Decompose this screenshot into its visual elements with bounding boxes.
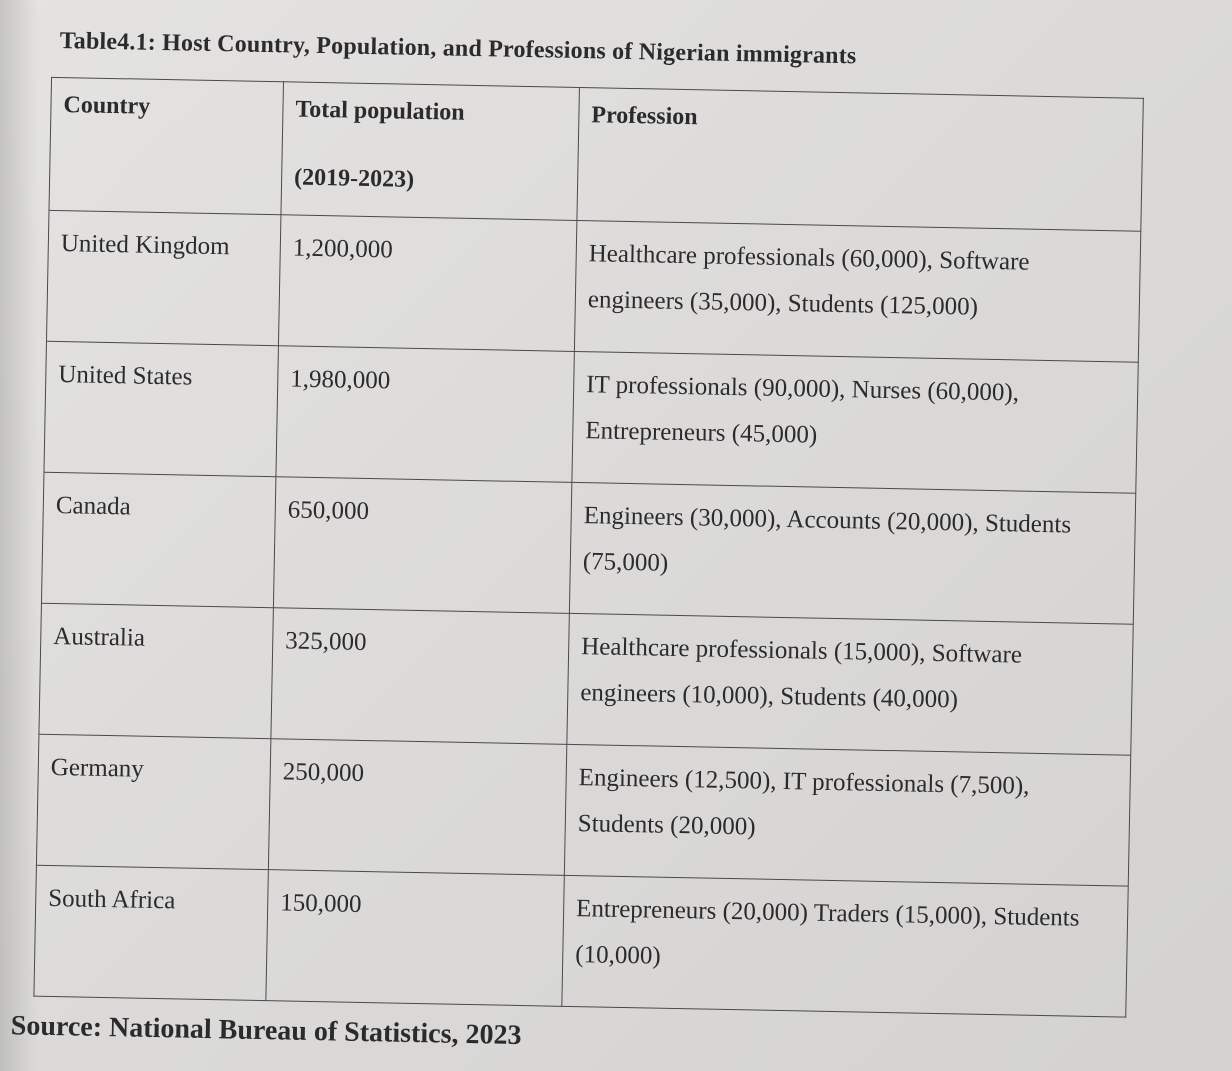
table-row: United Kingdom 1,200,000 Healthcare prof… — [46, 210, 1141, 363]
profession-cell: Engineers (30,000), Accounts (20,000), S… — [569, 482, 1136, 625]
header-country: Country — [48, 77, 284, 215]
country-cell: Germany — [36, 734, 271, 870]
country-cell: Australia — [38, 603, 274, 739]
table-row: Germany 250,000 Engineers (12,500), IT p… — [36, 734, 1131, 887]
population-cell: 150,000 — [265, 869, 565, 1007]
document-content: Table4.1: Host Country, Population, and … — [11, 28, 1200, 1065]
table-caption: Table4.1: Host Country, Population, and … — [59, 28, 857, 70]
table-row: Australia 325,000 Healthcare professiona… — [38, 603, 1134, 756]
table-row: United States 1,980,000 IT professionals… — [43, 341, 1139, 494]
profession-cell: Healthcare professionals (60,000), Softw… — [574, 220, 1141, 363]
table-row: Canada 650,000 Engineers (30,000), Accou… — [41, 472, 1136, 625]
population-cell: 325,000 — [270, 607, 570, 745]
population-cell: 1,200,000 — [278, 214, 577, 352]
profession-cell: Healthcare professionals (15,000), Softw… — [566, 613, 1134, 756]
header-population-years: (2019-2023) — [293, 164, 415, 193]
profession-cell: Engineers (12,500), IT professionals (7,… — [564, 744, 1131, 887]
source-note: Source: National Bureau of Statistics, 2… — [10, 1010, 522, 1052]
page-shadow — [0, 0, 38, 1071]
population-cell: 1,980,000 — [275, 345, 575, 483]
population-table: Country Total population (2019-2023) Pro… — [33, 77, 1144, 1018]
country-cell: Canada — [41, 472, 276, 608]
table-row: South Africa 150,000 Entrepreneurs (20,0… — [33, 865, 1129, 1018]
header-population-line1: Total population — [295, 96, 465, 126]
population-cell: 650,000 — [273, 476, 572, 614]
country-cell: United States — [43, 341, 279, 477]
country-cell: United Kingdom — [46, 210, 281, 346]
header-total-population: Total population (2019-2023) — [280, 81, 580, 221]
population-cell: 250,000 — [268, 738, 567, 876]
country-cell: South Africa — [33, 865, 269, 1001]
header-profession: Profession — [576, 87, 1144, 232]
profession-cell: IT professionals (90,000), Nurses (60,00… — [571, 351, 1139, 494]
table-header-row: Country Total population (2019-2023) Pro… — [48, 77, 1144, 232]
profession-cell: Entrepreneurs (20,000) Traders (15,000),… — [561, 875, 1129, 1018]
